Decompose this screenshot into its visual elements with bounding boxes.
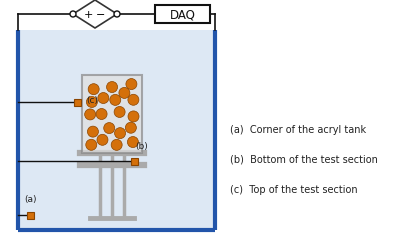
Circle shape (85, 109, 96, 120)
Circle shape (127, 137, 139, 148)
Bar (82, 75, 142, 153)
Text: (a)  Corner of the acryl tank: (a) Corner of the acryl tank (230, 125, 366, 135)
Circle shape (125, 122, 137, 133)
Circle shape (128, 94, 139, 105)
Circle shape (119, 87, 130, 98)
Bar (27, 212, 34, 218)
Circle shape (97, 134, 108, 145)
Text: −: − (96, 10, 106, 20)
Bar (73, 98, 81, 106)
Text: (c): (c) (86, 95, 98, 105)
Circle shape (86, 139, 97, 150)
Text: (b)  Bottom of the test section: (b) Bottom of the test section (230, 155, 378, 165)
Circle shape (96, 108, 107, 120)
Circle shape (110, 94, 121, 105)
Circle shape (88, 84, 99, 95)
Bar (130, 157, 137, 165)
Circle shape (88, 126, 98, 137)
Circle shape (86, 96, 98, 108)
Circle shape (107, 81, 117, 92)
Bar (155, 5, 210, 23)
Circle shape (111, 139, 122, 150)
Circle shape (70, 11, 76, 17)
Bar (18, 30, 215, 230)
Circle shape (128, 111, 139, 122)
Text: (a): (a) (24, 195, 37, 204)
Polygon shape (73, 0, 117, 28)
Circle shape (98, 92, 109, 104)
Circle shape (114, 11, 120, 17)
Text: DAQ: DAQ (170, 9, 195, 21)
Circle shape (126, 78, 137, 90)
Circle shape (114, 107, 125, 118)
Text: (b): (b) (135, 142, 148, 151)
Circle shape (115, 128, 126, 139)
Text: (c)  Top of the test section: (c) Top of the test section (230, 185, 358, 195)
Text: +: + (83, 10, 93, 20)
Circle shape (104, 123, 115, 134)
